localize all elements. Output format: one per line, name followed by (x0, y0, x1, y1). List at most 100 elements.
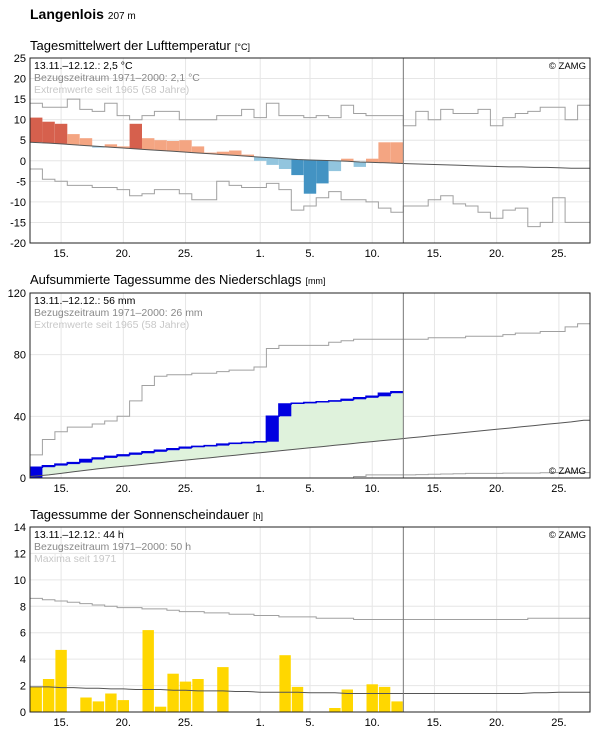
sunshine-ytick-label: 12 (14, 548, 26, 560)
precipitation-daily-increment (30, 467, 43, 478)
precipitation-max-extreme-line (30, 323, 590, 456)
temperature-ytick-label: 25 (14, 53, 26, 65)
sunshine-bar (378, 686, 391, 712)
temperature-xtick-label: 15. (53, 248, 68, 259)
temperature-xtick-label: 5. (305, 248, 314, 259)
precipitation-info-extremes: Extremwerte seit 1965 (58 Jahre) (34, 319, 189, 331)
temperature-bar (316, 160, 329, 184)
sunshine-bar (341, 689, 353, 712)
sunshine-bar (117, 700, 129, 712)
sunshine-bar (279, 655, 291, 712)
station-name: Langenlois (30, 6, 104, 22)
temperature-bar (278, 158, 292, 169)
sunshine-bar (366, 684, 378, 713)
sunshine-bar (179, 681, 192, 712)
precipitation-xtick-label: 1. (256, 483, 265, 495)
precipitation-copyright: © ZAMG (549, 466, 586, 477)
sunshine-xtick-label: 25. (551, 717, 566, 729)
sunshine-xtick-label: 25. (178, 717, 193, 729)
temperature-bar (154, 140, 167, 151)
temperature-bar (353, 162, 366, 167)
temperature-ytick-label: 10 (14, 115, 26, 127)
temperature-ytick-label: -10 (10, 197, 26, 209)
precipitation-climatology-line (29, 419, 590, 477)
temperature-xtick-label: 20. (489, 248, 504, 259)
precipitation-xtick-label: 10. (365, 483, 380, 495)
precipitation-daily-increment (42, 465, 55, 468)
sunshine-xtick-label: 5. (305, 717, 314, 729)
temperature-bar (79, 138, 93, 146)
temperature-xtick-label: 1. (256, 248, 265, 259)
sunshine-bar (142, 630, 154, 712)
precipitation-chart: Aufsummierte Tagessumme des Niederschlag… (8, 272, 591, 495)
temperature-bar (42, 121, 55, 144)
temperature-frame (29, 57, 591, 244)
temperature-ytick-label: -5 (16, 176, 26, 188)
temperature-xtick-label: 25. (178, 248, 193, 259)
sunshine-bar (30, 686, 42, 712)
precipitation-xtick-label: 5. (305, 483, 314, 495)
temperature-ytick-label: 15 (14, 94, 26, 106)
sunshine-max-extreme-line (30, 597, 590, 620)
sunshine-bar (217, 667, 229, 712)
sunshine-xtick-label: 20. (116, 717, 131, 729)
sunshine-bar (42, 679, 55, 712)
sunshine-unit: [h] (253, 511, 263, 521)
precipitation-daily-increment (79, 459, 93, 463)
sunshine-ytick-label: 4 (20, 654, 26, 666)
sunshine-info-extremes: Maxima seit 1971 (34, 553, 116, 565)
temperature-bar (328, 160, 342, 172)
temperature-bar (366, 158, 379, 163)
precipitation-daily-increment (166, 448, 180, 451)
temperature-bar (67, 134, 80, 145)
sunshine-ytick-label: 10 (14, 575, 26, 587)
sunshine-bar (192, 679, 204, 712)
precipitation-ytick-label: 80 (14, 350, 26, 362)
precipitation-info-period: 13.11.–12.12.: 56 mm (34, 295, 136, 307)
sunshine-info-period: 13.11.–12.12.: 44 h (34, 529, 124, 541)
temperature-info-extremes: Extremwerte seit 1965 (58 Jahre) (34, 84, 189, 96)
precipitation-ytick-label: 40 (14, 411, 26, 423)
precipitation-daily-increment (266, 416, 279, 442)
temperature-bar (216, 151, 230, 155)
sunshine-frame (29, 526, 591, 713)
temperature-bar (204, 152, 217, 154)
precipitation-xtick-label: 15. (53, 483, 68, 495)
precipitation-unit: [mm] (305, 276, 325, 286)
temperature-bar (179, 140, 192, 153)
temperature-bar (378, 142, 391, 163)
precipitation-cumulative-line (30, 390, 404, 468)
temperature-xtick-label: 15. (427, 248, 442, 259)
sunshine-bar (391, 701, 403, 712)
sunshine-chart: Tagessumme der Sonnenscheindauer [h] 14 12 1… (14, 507, 591, 729)
precipitation-daily-increment (378, 393, 391, 397)
precipitation-ytick-label: 0 (20, 473, 26, 485)
sunshine-xtick-label: 15. (53, 717, 68, 729)
precipitation-daily-increment (179, 447, 192, 449)
temperature-ytick-label: 5 (20, 135, 26, 147)
precipitation-xtick-label: 25. (178, 483, 193, 495)
sunshine-bar (55, 649, 67, 712)
temperature-info-period: 13.11.–12.12.: 2,5 °C (34, 60, 133, 72)
temperature-bar (104, 144, 118, 148)
temperature-bar (142, 138, 155, 150)
sunshine-bar (329, 708, 341, 712)
sunshine-xtick-label: 1. (256, 717, 265, 729)
temperature-bar (390, 142, 404, 164)
temperature-copyright: © ZAMG (549, 61, 586, 72)
temperature-bar (266, 157, 279, 165)
precipitation-frame (29, 292, 591, 479)
sunshine-bar (105, 693, 117, 712)
sunshine-xtick-label: 15. (427, 717, 442, 729)
temperature-bar (30, 117, 43, 143)
temperature-bar (303, 160, 317, 194)
precipitation-daily-increment (278, 404, 292, 417)
temperature-bar (54, 123, 68, 144)
sunshine-ytick-label: 8 (20, 601, 26, 613)
sunshine-bar (291, 686, 304, 712)
precipitation-normal-area (30, 391, 404, 477)
sunshine-ytick-label: 6 (20, 628, 26, 640)
sunshine-bar (92, 701, 105, 712)
precipitation-xtick-label: 15. (427, 483, 442, 495)
temperature-xtick-label: 20. (116, 248, 131, 259)
